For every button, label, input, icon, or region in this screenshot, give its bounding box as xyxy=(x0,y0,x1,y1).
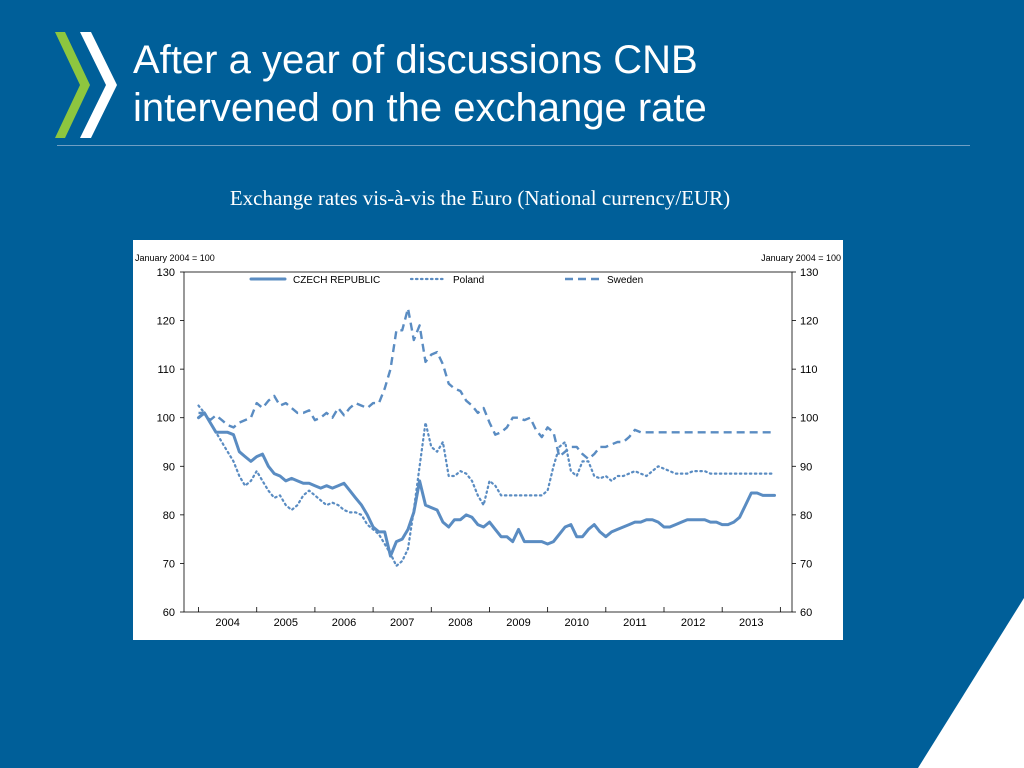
y-tick-label-right: 90 xyxy=(800,461,812,473)
legend-label: CZECH REPUBLIC xyxy=(293,275,380,286)
chart-axes: 60 60 70 70 80 80 90 90 100 100 110 110 120 120 130 130… xyxy=(157,267,819,629)
y-tick-label-right: 60 xyxy=(800,607,812,619)
x-tick-label: 2007 xyxy=(390,617,414,629)
right-index-note: January 2004 = 100 xyxy=(761,253,841,263)
x-tick-label: 2008 xyxy=(448,617,472,629)
series-line xyxy=(197,404,776,567)
x-tick-label: 2010 xyxy=(564,617,588,629)
y-tick-label-left: 130 xyxy=(157,267,175,279)
series-line xyxy=(198,307,775,461)
plot-frame xyxy=(183,271,793,613)
y-tick-label-right: 120 xyxy=(800,316,818,328)
title-divider xyxy=(57,145,970,146)
exchange-rate-chart: January 2004 = 100 January 2004 = 100 60… xyxy=(135,253,841,629)
y-tick-label-right: 130 xyxy=(800,267,818,279)
y-tick-label-left: 60 xyxy=(163,607,175,619)
slide-title-line-2: intervened on the exchange rate xyxy=(133,86,707,130)
y-tick-label-left: 70 xyxy=(163,558,175,570)
y-tick-label-right: 100 xyxy=(800,413,818,425)
slide-title-line-1: After a year of discussions CNB xyxy=(133,38,698,82)
y-tick-label-left: 120 xyxy=(157,316,175,328)
x-tick-label: 2009 xyxy=(506,617,530,629)
x-tick-label: 2006 xyxy=(332,617,356,629)
x-tick-label: 2005 xyxy=(274,617,298,629)
series-line xyxy=(197,411,776,558)
x-tick-label: 2012 xyxy=(681,617,705,629)
legend-label: Poland xyxy=(453,275,484,286)
y-tick-label-right: 70 xyxy=(800,558,812,570)
y-tick-label-right: 80 xyxy=(800,510,812,522)
left-index-note: January 2004 = 100 xyxy=(135,253,215,263)
y-tick-label-left: 90 xyxy=(163,461,175,473)
slide-title: After a year of discussions CNB interven… xyxy=(133,36,707,132)
oecd-logo-icon xyxy=(55,32,117,138)
chart-series xyxy=(197,307,776,567)
chart-card: January 2004 = 100 January 2004 = 100 60… xyxy=(133,240,843,640)
y-tick-label-left: 80 xyxy=(163,510,175,522)
chart-legend: CZECH REPUBLIC Poland Sweden xyxy=(249,275,643,286)
chart-subtitle: Exchange rates vis-à-vis the Euro (Natio… xyxy=(229,186,731,210)
y-tick-label-left: 100 xyxy=(157,413,175,425)
x-tick-label: 2013 xyxy=(739,617,763,629)
legend-label: Sweden xyxy=(607,275,643,286)
x-tick-label: 2004 xyxy=(215,617,239,629)
corner-triangle-shape xyxy=(918,598,1024,768)
y-tick-label-left: 110 xyxy=(157,364,175,376)
x-tick-label: 2011 xyxy=(623,617,647,629)
page-number: 7 xyxy=(984,723,993,740)
y-tick-label-right: 110 xyxy=(800,364,818,376)
